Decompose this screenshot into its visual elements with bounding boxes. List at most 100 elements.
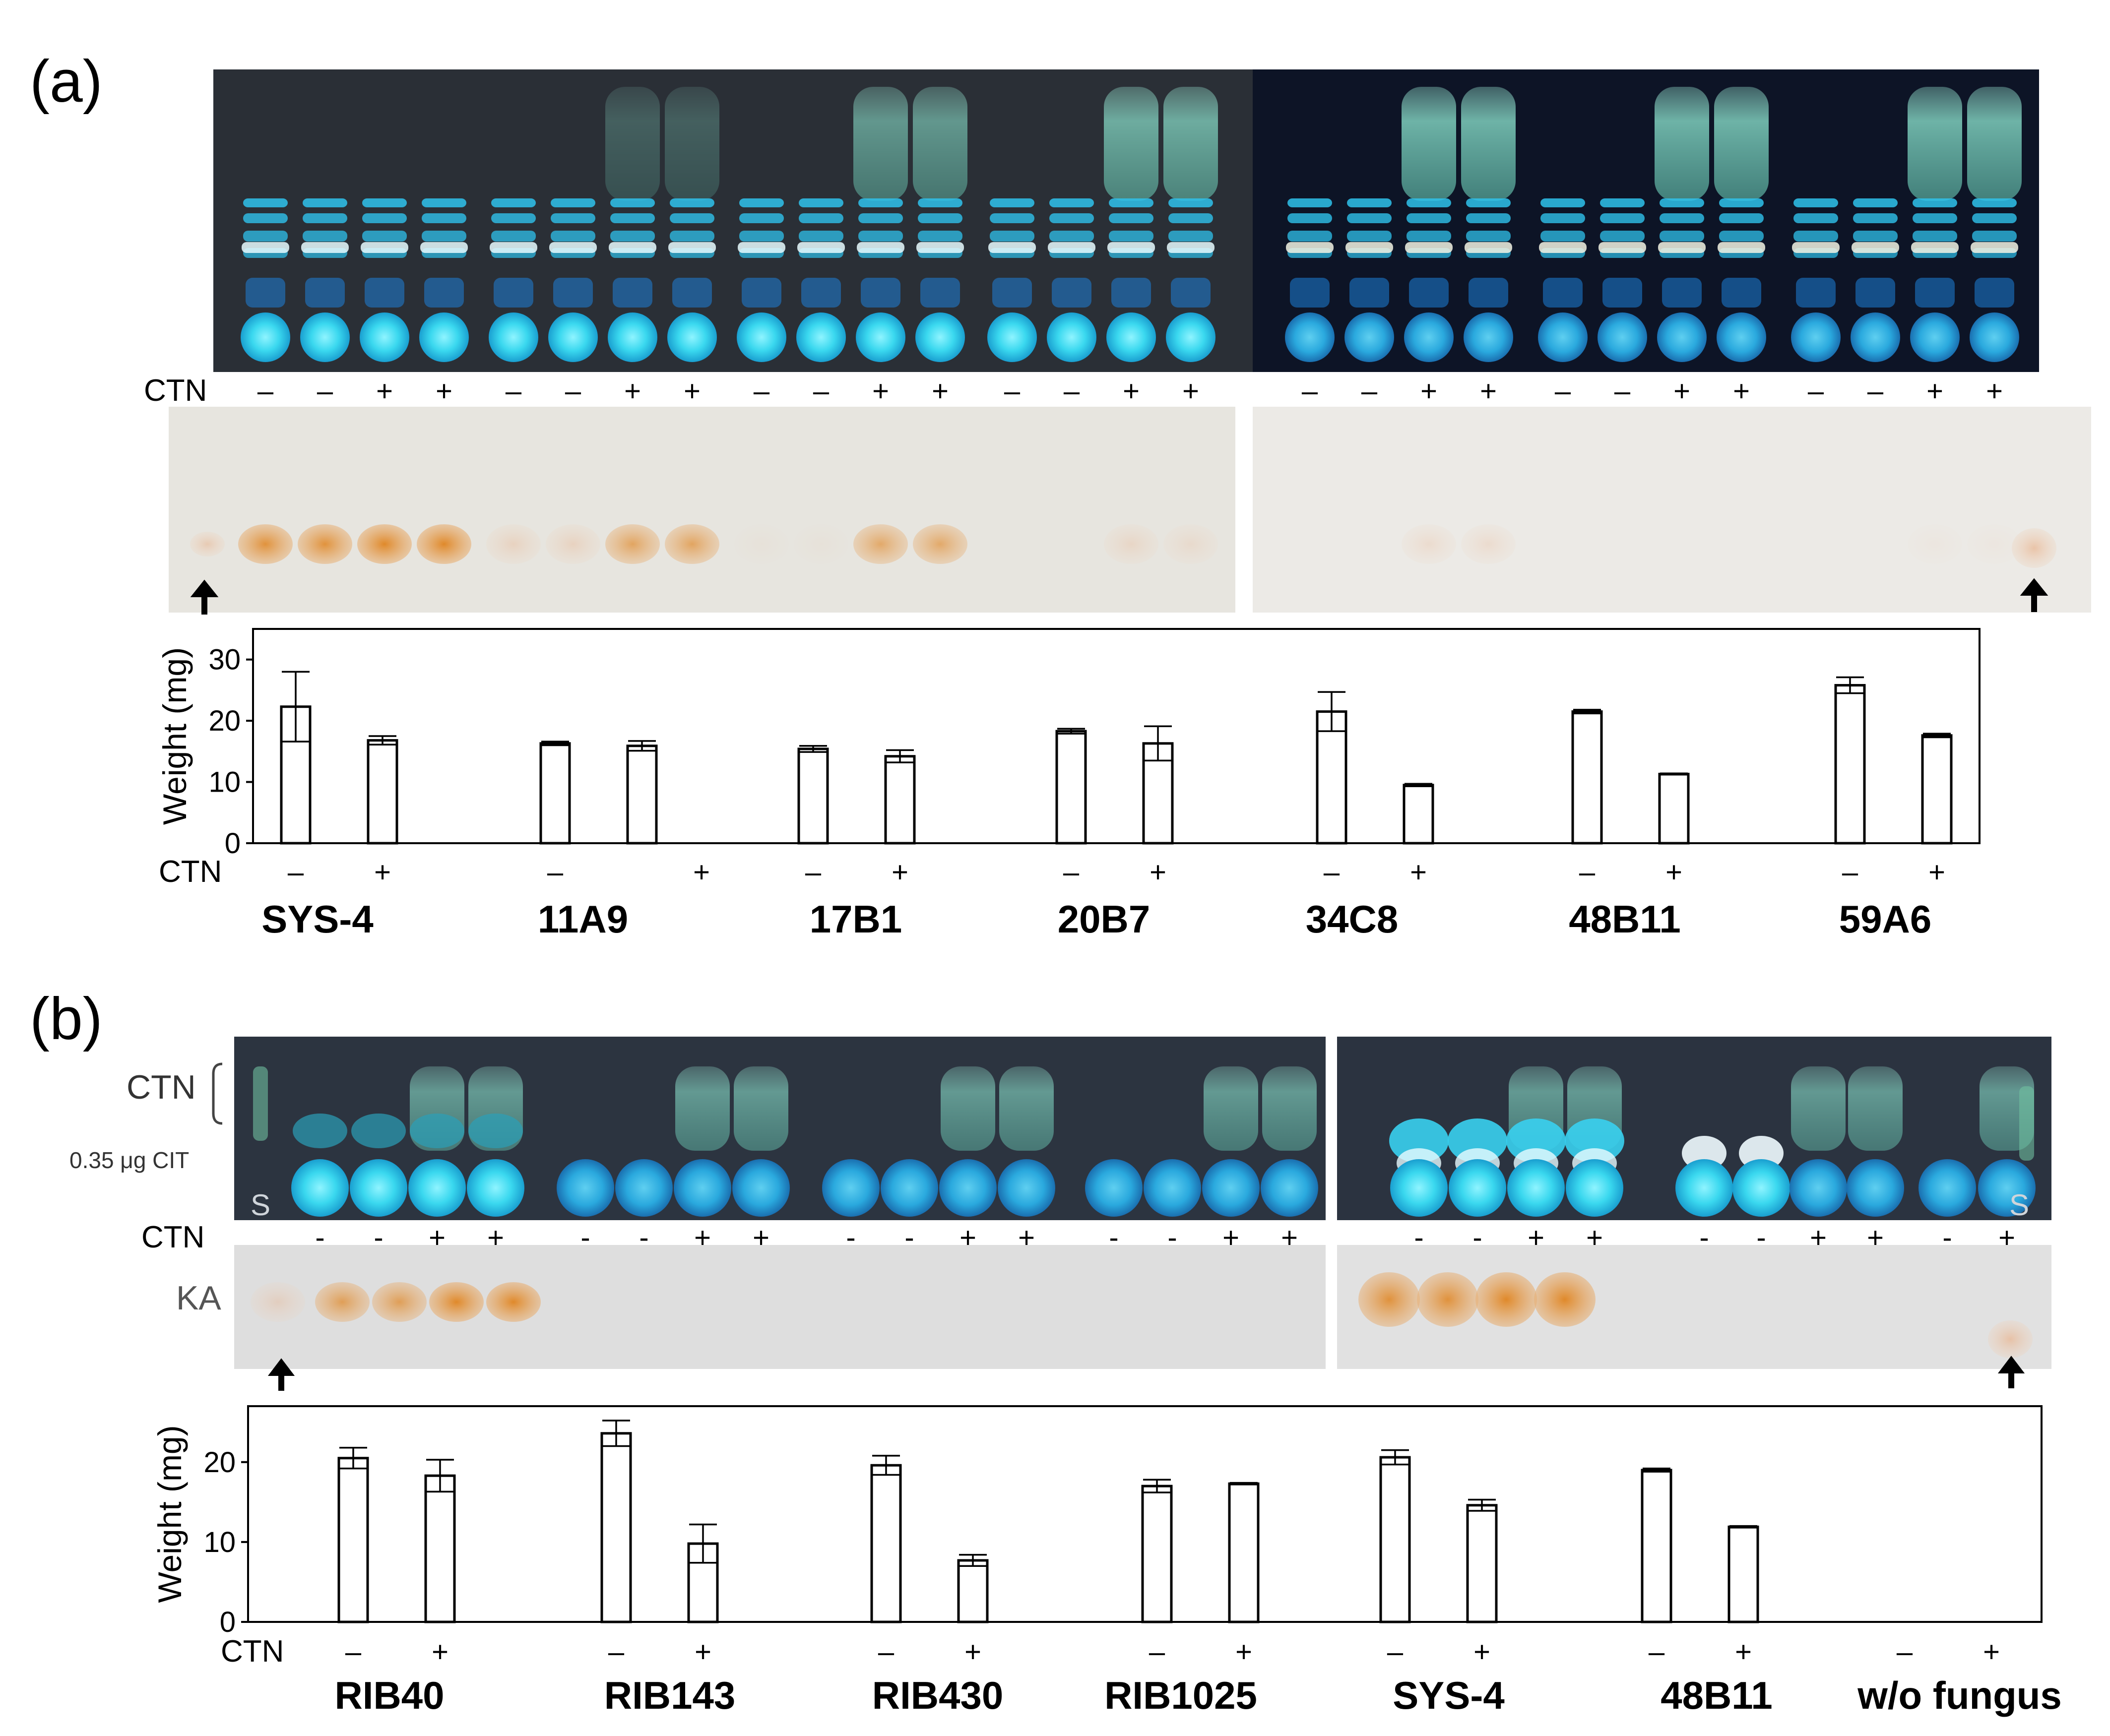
tlc-band xyxy=(609,242,656,253)
chart-b: 0 10 20 Weight (mg) CTN – + RIB40 – + RIB143 – + RIB4… xyxy=(151,1405,2062,1717)
tlc-band xyxy=(799,231,843,242)
bar xyxy=(539,742,571,845)
tlc-band xyxy=(1852,242,1899,253)
tlc-band xyxy=(739,198,784,207)
tlc-origin-spot xyxy=(1449,1159,1506,1217)
tlc-band xyxy=(1972,198,2017,207)
bar xyxy=(870,1464,902,1623)
tlc-band xyxy=(1660,198,1704,207)
tlc-band xyxy=(861,278,900,308)
ctn-smear xyxy=(941,1066,995,1151)
tlc-band xyxy=(1972,213,2017,223)
condition-sign: + xyxy=(964,1636,981,1668)
tlc-band xyxy=(553,278,593,308)
ka-spot xyxy=(1461,524,1516,564)
tlc-lane-sign: + xyxy=(1123,375,1140,407)
tlc-origin-spot xyxy=(548,312,598,362)
category-label: 34C8 xyxy=(1306,897,1398,941)
panel-a-tlc-ctn-label: CTN xyxy=(144,373,207,408)
tlc-band xyxy=(301,242,349,253)
tlc-origin-spot xyxy=(1918,1159,1976,1217)
tlc-origin-spot xyxy=(291,1159,349,1217)
tlc-lane-sign: + xyxy=(1733,375,1750,407)
tlc-band xyxy=(1111,278,1151,308)
tlc-band xyxy=(362,213,407,223)
tlc-band xyxy=(610,231,655,242)
ctn-smear xyxy=(1262,1066,1317,1151)
tlc-band xyxy=(1539,242,1587,253)
y-axis-label: Weight (mg) xyxy=(151,1425,188,1603)
tlc-origin-spot xyxy=(998,1159,1055,1217)
ctn-smear xyxy=(1967,87,2022,201)
tlc-band xyxy=(422,198,466,207)
tlc-band xyxy=(361,242,408,253)
tlc-band xyxy=(797,242,845,253)
tlc-lane-sign: – xyxy=(1867,375,1884,407)
tlc-band xyxy=(1660,213,1704,223)
bar xyxy=(367,739,398,845)
tlc-band xyxy=(468,1114,523,1148)
tlc-band xyxy=(990,231,1034,242)
tlc-lane-sign: – xyxy=(565,375,581,407)
tlc-band xyxy=(242,242,289,253)
tlc-band xyxy=(990,213,1034,223)
panel-b-uv-tlc-image xyxy=(234,1037,2051,1220)
condition-sign: + xyxy=(1150,856,1166,888)
condition-sign: – xyxy=(1063,856,1080,888)
tlc-band xyxy=(491,198,536,207)
tlc-origin-spot xyxy=(467,1159,524,1217)
tlc-band xyxy=(305,278,345,308)
condition-sign: + xyxy=(1735,1636,1752,1668)
tlc-origin-spot xyxy=(1657,312,1707,362)
tlc-band xyxy=(1448,1118,1507,1163)
tlc-lane-sign: + xyxy=(1182,375,1199,407)
tlc-band xyxy=(1287,213,1332,223)
panel-b-ka-tlc-image xyxy=(234,1245,2051,1391)
tlc-band xyxy=(1913,213,1957,223)
tlc-band xyxy=(1287,231,1332,242)
tlc-band xyxy=(303,231,347,242)
tlc-origin-spot xyxy=(1047,312,1096,362)
tlc-band xyxy=(1602,278,1642,308)
tlc-band xyxy=(857,242,904,253)
y-axis-label: Weight (mg) xyxy=(156,647,193,825)
condition-sign: – xyxy=(1149,1636,1165,1668)
tlc-band xyxy=(303,198,347,207)
tlc-band xyxy=(410,1114,464,1148)
tlc-band xyxy=(742,278,781,308)
tlc-band xyxy=(494,278,533,308)
tlc-band xyxy=(1662,278,1702,308)
tlc-band xyxy=(420,242,468,253)
bar xyxy=(1658,773,1690,845)
standard-label-left: S xyxy=(251,1188,270,1222)
tlc-band xyxy=(918,213,962,223)
tlc-lane-sign: + xyxy=(1673,375,1690,407)
ctn-smear xyxy=(999,1066,1054,1151)
tlc-origin-spot xyxy=(615,1159,673,1217)
bar xyxy=(337,1457,369,1623)
ka-standard-spot xyxy=(1988,1320,2033,1358)
tlc-band xyxy=(992,278,1032,308)
tlc-band xyxy=(551,213,595,223)
bar xyxy=(1466,1504,1498,1623)
tlc-band xyxy=(1793,198,1838,207)
ka-spot xyxy=(298,524,352,564)
tlc-origin-spot xyxy=(1791,312,1841,362)
tlc-band xyxy=(1107,242,1155,253)
condition-sign: + xyxy=(432,1636,448,1668)
y-tick-label: 0 xyxy=(225,827,241,860)
ctn-smear xyxy=(1908,87,1962,201)
ka-spot xyxy=(486,1282,541,1322)
tlc-band xyxy=(1971,242,2018,253)
tlc-lane-sign: + xyxy=(624,375,641,407)
tlc-lane-sign: – xyxy=(754,375,770,407)
tlc-band xyxy=(1345,242,1393,253)
tlc-origin-spot xyxy=(915,312,965,362)
tlc-lane-sign: + xyxy=(376,375,393,407)
condition-sign: – xyxy=(1579,856,1596,888)
ka-spot xyxy=(1534,1272,1596,1327)
tlc-origin-spot xyxy=(1978,1159,2036,1217)
tlc-band xyxy=(670,231,714,242)
tlc-band xyxy=(491,231,536,242)
bar xyxy=(1834,684,1866,845)
